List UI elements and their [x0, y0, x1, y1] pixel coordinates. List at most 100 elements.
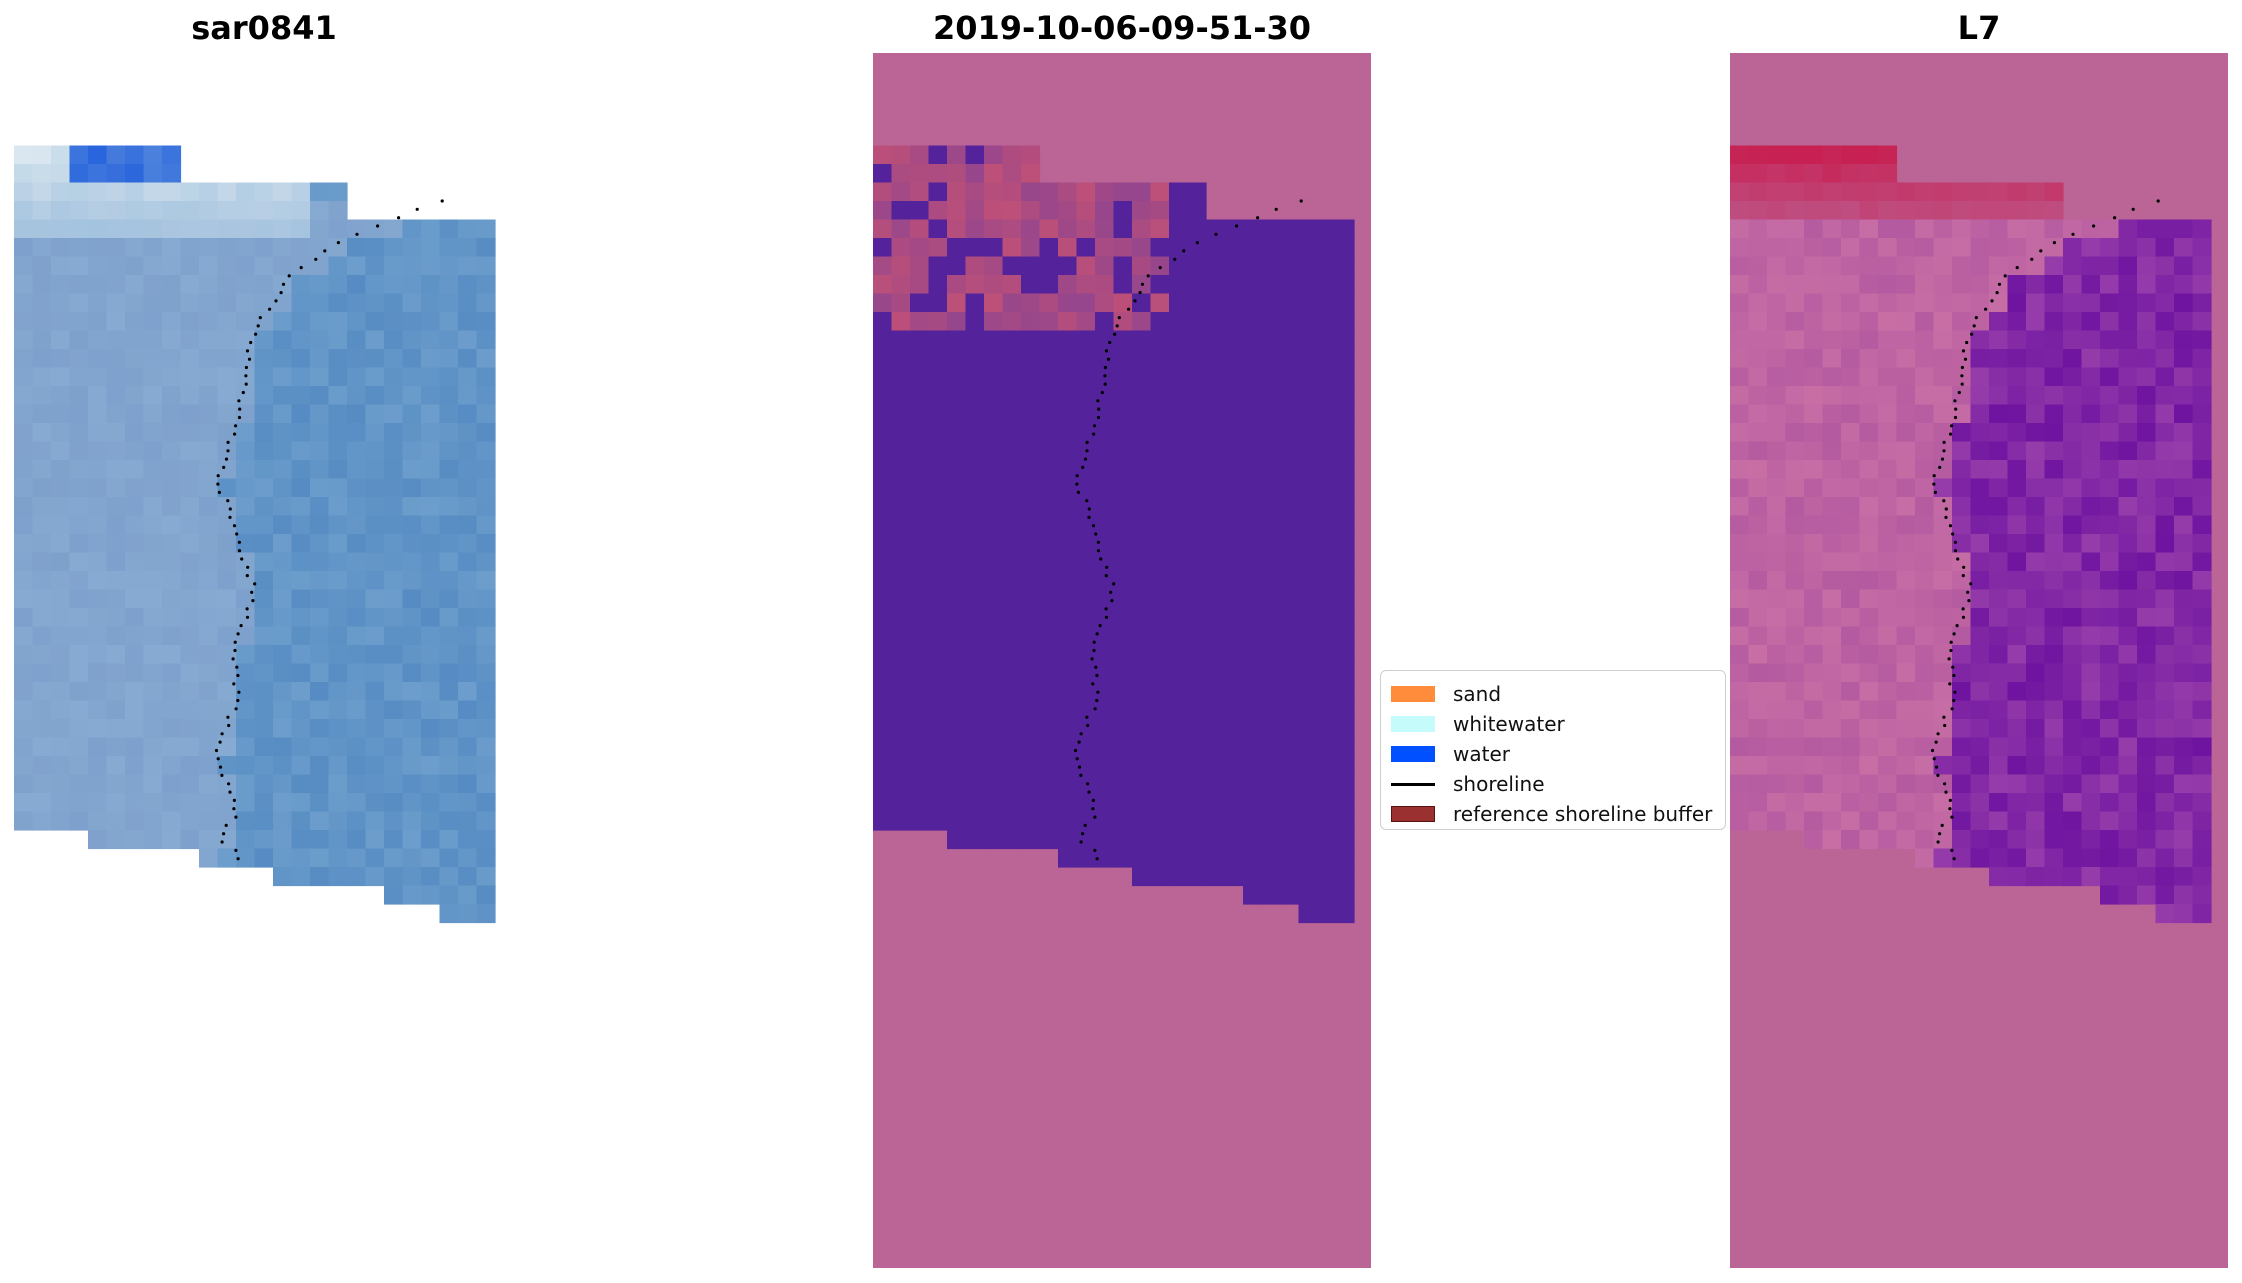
pixel: [254, 774, 274, 794]
pixel: [310, 830, 330, 850]
pixel: [1280, 645, 1300, 665]
pixel: [1748, 275, 1768, 295]
pixel: [1298, 793, 1318, 813]
pixel: [1113, 423, 1133, 443]
pixel: [1317, 756, 1337, 776]
pixel: [1785, 312, 1805, 332]
pixel: [254, 756, 274, 776]
pixel: [1989, 182, 2009, 202]
pixel: [1298, 626, 1318, 646]
pixel: [1280, 534, 1300, 554]
pixel: [1952, 571, 1972, 591]
pixel: [1261, 386, 1281, 406]
pixel: [1298, 663, 1318, 683]
pixel: [421, 293, 441, 313]
pixel: [2118, 219, 2138, 239]
pixel: [1730, 497, 1750, 517]
pixel: [1915, 497, 1935, 517]
pixel: [1187, 312, 1207, 332]
pixel: [1952, 719, 1972, 739]
pixel: [2192, 423, 2212, 443]
pixel: [1243, 830, 1263, 850]
pixel: [965, 552, 985, 572]
pixel: [1113, 626, 1133, 646]
pixel: [125, 293, 145, 313]
pixel: [476, 663, 496, 683]
pixel: [143, 275, 163, 295]
pixel: [199, 238, 219, 258]
pixel: [384, 885, 404, 905]
pixel: [873, 275, 893, 295]
pixel: [1058, 737, 1078, 757]
pixel: [2192, 552, 2212, 572]
pixel: [947, 441, 967, 461]
pixel: [236, 182, 256, 202]
pixel: [1076, 719, 1096, 739]
pixel: [1822, 719, 1842, 739]
pixel: [2081, 848, 2101, 868]
shoreline-point: [1079, 840, 1083, 844]
pixel: [365, 756, 385, 776]
pixel: [1859, 145, 1879, 165]
pixel: [1970, 756, 1990, 776]
pixel: [125, 441, 145, 461]
shoreline-point: [1115, 324, 1119, 328]
pixel: [1730, 275, 1750, 295]
pixel: [1280, 626, 1300, 646]
pixel: [143, 793, 163, 813]
pixel: [365, 404, 385, 424]
pixel: [384, 811, 404, 831]
pixel: [1113, 182, 1133, 202]
pixel: [1785, 608, 1805, 628]
pixel: [1039, 312, 1059, 332]
pixel: [1298, 885, 1318, 905]
pixel: [1859, 275, 1879, 295]
pixel: [1021, 737, 1041, 757]
pixel: [2100, 663, 2120, 683]
pixel: [910, 645, 930, 665]
pixel: [1076, 349, 1096, 369]
pixel: [32, 349, 52, 369]
pixel: [1841, 238, 1861, 258]
pixel: [891, 663, 911, 683]
pixel: [51, 256, 71, 276]
shoreline-point: [250, 590, 254, 594]
shoreline-point: [1940, 457, 1945, 461]
pixel: [1804, 201, 1824, 221]
pixel: [1095, 441, 1115, 461]
pixel: [421, 608, 441, 628]
pixel: [328, 608, 348, 628]
pixel: [347, 275, 367, 295]
pixel: [458, 552, 478, 572]
pixel: [1841, 460, 1861, 480]
pixel: [1952, 423, 1972, 443]
pixel: [254, 663, 274, 683]
pixel: [254, 811, 274, 831]
pixel: [162, 367, 182, 387]
pixel: [236, 201, 256, 221]
pixel: [1785, 663, 1805, 683]
pixel: [1169, 256, 1189, 276]
pixel: [106, 145, 126, 165]
shoreline-point: [1956, 557, 1960, 561]
pixel: [32, 219, 52, 239]
pixel: [1169, 275, 1189, 295]
pixel: [1915, 645, 1935, 665]
pixel: [310, 238, 330, 258]
pixel: [1896, 275, 1916, 295]
pixel: [1952, 404, 1972, 424]
pixel: [1335, 571, 1355, 591]
pixel: [910, 608, 930, 628]
pixel: [965, 478, 985, 498]
pixel: [1187, 497, 1207, 517]
pixel: [928, 682, 948, 702]
pixel: [1002, 737, 1022, 757]
pixel: [891, 478, 911, 498]
pixel: [1261, 756, 1281, 776]
pixel: [365, 848, 385, 868]
pixel: [1169, 589, 1189, 609]
pixel: [2192, 885, 2212, 905]
pixel: [402, 367, 422, 387]
pixel: [1206, 478, 1226, 498]
pixel: [1878, 182, 1898, 202]
